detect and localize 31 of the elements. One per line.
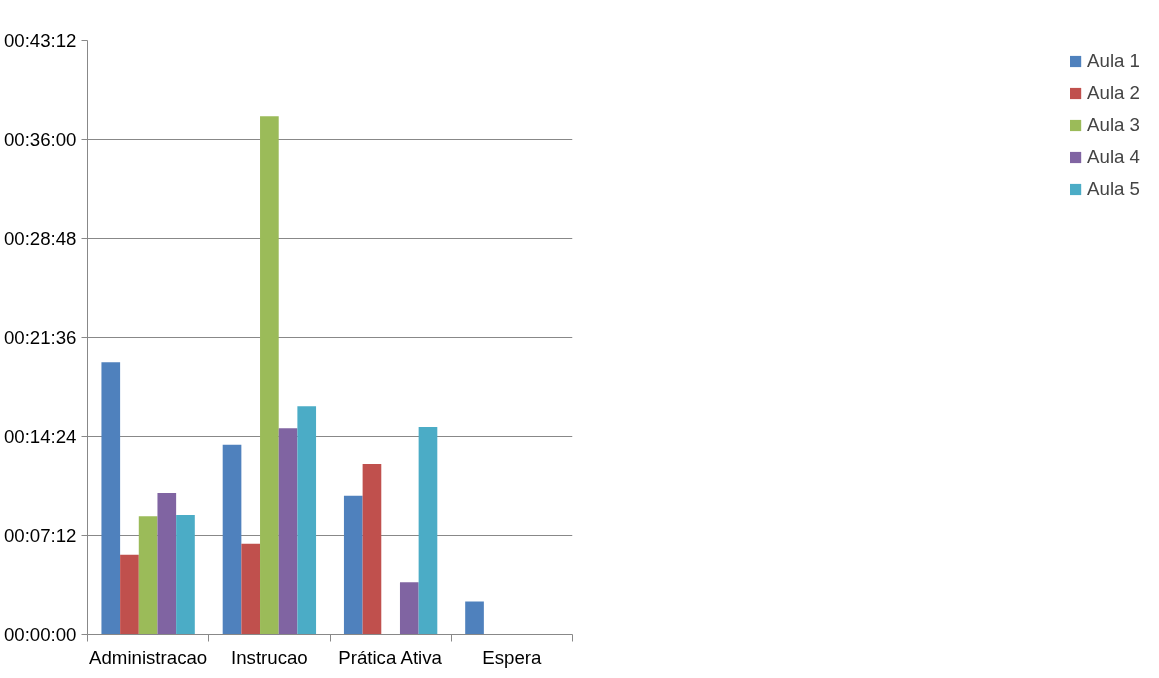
y-tick-label: 00:36:00	[3, 129, 77, 150]
y-tick-label: 00:07:12	[3, 525, 77, 546]
bar	[138, 516, 158, 635]
y-tick-label: 00:21:36	[3, 327, 77, 348]
x-tick-label: Prática Ativa	[338, 646, 443, 668]
y-tick-label: 00:00:00	[3, 624, 77, 645]
bar	[101, 362, 121, 635]
bar	[343, 495, 363, 635]
y-tick-label: 00:14:24	[3, 426, 77, 447]
legend-label: Aula 5	[1087, 178, 1140, 200]
bar	[120, 554, 139, 635]
legend-label: Aula 4	[1087, 146, 1140, 168]
legend-label: Aula 2	[1087, 82, 1140, 104]
bar	[222, 444, 242, 635]
bar	[418, 426, 438, 635]
bar	[362, 464, 382, 635]
y-tick-label: 00:28:48	[3, 228, 77, 249]
bar	[176, 514, 195, 635]
legend-label: Aula 3	[1087, 114, 1140, 136]
legend-label: Aula 1	[1087, 50, 1140, 72]
x-tick-label: Instrucao	[231, 646, 308, 668]
y-tick-label: 00:43:12	[3, 30, 77, 51]
bar	[260, 116, 279, 635]
bar	[278, 428, 298, 635]
bar	[241, 543, 261, 635]
bar	[157, 492, 177, 635]
bar	[399, 582, 419, 635]
bar	[297, 406, 317, 635]
x-tick-label: Espera	[482, 646, 543, 668]
x-tick-label: Administracao	[89, 646, 208, 668]
bar	[465, 601, 484, 635]
